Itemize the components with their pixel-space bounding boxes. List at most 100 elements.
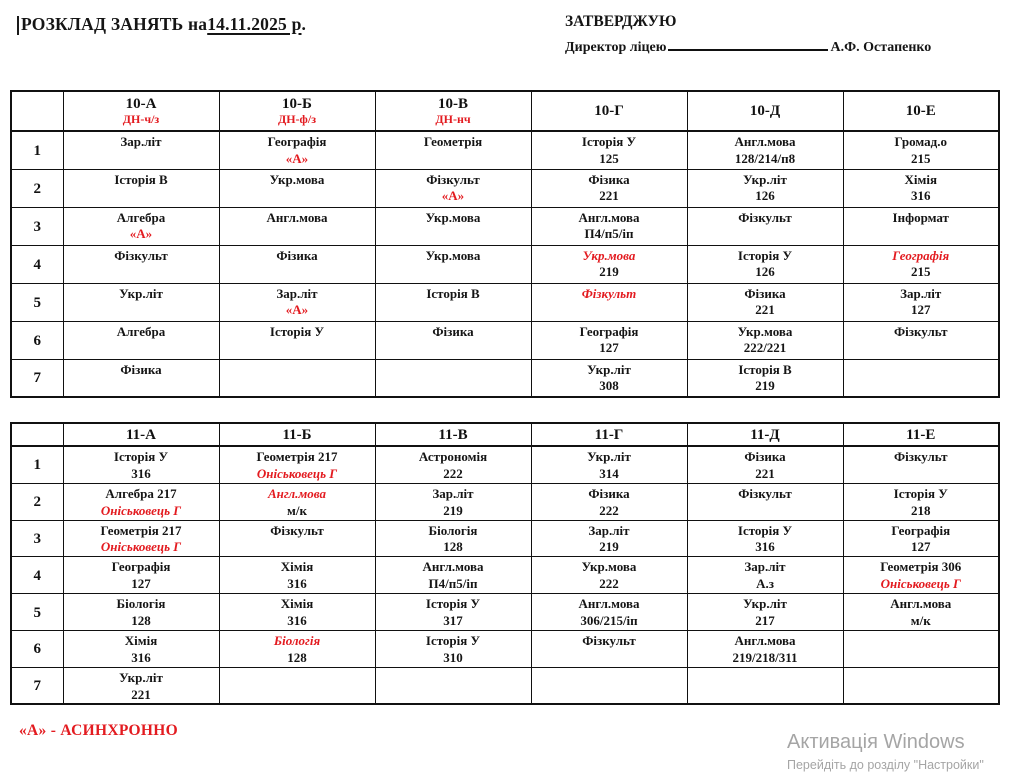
lesson-text: 128 — [131, 613, 151, 629]
lesson-cell: Фізика 221 — [686, 445, 844, 484]
lesson-cell: Історія У 310 — [374, 629, 532, 668]
schedule-table-grade-10: 10-А ДН-ч/з 10-Б ДН-ф/з 10-В ДН-нч 10-Г 10-Д 10-… — [10, 90, 1000, 398]
lesson-text: 215 — [911, 150, 931, 166]
lesson-cell: Зар.літ — [62, 130, 220, 170]
lesson-text: 306/215/іп — [580, 613, 638, 629]
lesson-text-highlighted: «А» — [441, 188, 465, 204]
lesson-cell: Фізкульт — [218, 519, 376, 558]
lesson-cell: Укр.літ 314 — [530, 445, 688, 484]
lesson-cell: Інформат — [842, 206, 1000, 246]
lesson-text: Укр.літ — [119, 285, 163, 301]
lesson-cell: Англ.мова П4/п5/іп — [374, 556, 532, 595]
lesson-text-highlighted: «А» — [285, 150, 309, 166]
lesson-cell: Англ.мова П4/п5/іп — [530, 206, 688, 246]
corner-cell — [10, 422, 64, 447]
lesson-cell: Укр.мова 222/221 — [686, 320, 844, 360]
lesson-cell: Фізкульт — [842, 320, 1000, 360]
lesson-cell — [218, 666, 376, 705]
grade-10-period-row-2: 2 Історія В Укр.мова Фізкульт «А» Фізика 221 Ук… — [10, 168, 1000, 208]
lesson-text: 128 — [287, 649, 307, 665]
lesson-text: Фізика — [744, 449, 786, 464]
lesson-text: Алгебра — [116, 209, 166, 225]
lesson-text: Зар.літ — [276, 285, 318, 301]
lesson-text: 222/221 — [743, 340, 787, 356]
lesson-cell: Біологія 128 — [374, 519, 532, 558]
period-number: 5 — [10, 282, 64, 322]
lesson-text: Зар.літ — [900, 285, 942, 301]
lesson-text: Астрономія — [418, 449, 488, 464]
lesson-text: Укр.літ — [743, 596, 787, 612]
lesson-cell: Укр.мова — [374, 206, 532, 246]
lesson-text: Зар.літ — [588, 522, 630, 538]
lesson-cell: Фізкульт — [842, 445, 1000, 484]
lesson-text: Фізкульт — [582, 632, 636, 648]
class-column-header-6: 11-Е — [842, 422, 1000, 447]
lesson-cell: Географія 215 — [842, 244, 1000, 284]
lesson-text: Укр.літ — [587, 361, 631, 377]
lesson-text: Геометрія — [423, 134, 483, 149]
lesson-text: 316 — [911, 188, 931, 204]
lesson-text-highlighted: Оніськовець Г — [100, 539, 182, 555]
lesson-cell: Алгебра «А» — [62, 206, 220, 246]
lesson-text: Англ.мова — [578, 209, 640, 225]
lesson-text: Фізика — [588, 485, 630, 501]
lesson-text: м/к — [287, 502, 307, 518]
lesson-text: 128/214/п8 — [734, 150, 796, 166]
lesson-text: Фізкульт — [738, 209, 792, 225]
lesson-text: Фізика — [276, 247, 318, 263]
lesson-text: Хімія — [904, 171, 938, 187]
lesson-text: Геометрія 217 — [100, 522, 182, 538]
grade-10-period-row-6: 6 Алгебра Історія У Фізика Географія 127 Укр.м… — [10, 320, 1000, 360]
lesson-cell: Фізика 222 — [530, 482, 688, 521]
lesson-cell: Історія В — [62, 168, 220, 208]
class-name-label: 11-В — [438, 426, 468, 443]
class-column-header-6: 10-Е — [842, 90, 1000, 132]
lesson-text: Фізкульт — [893, 323, 948, 339]
lesson-cell: Зар.літ 219 — [530, 519, 688, 558]
grade-10-header-row: 10-А ДН-ч/з 10-Б ДН-ф/з 10-В ДН-нч 10-Г 10-Д 10-… — [10, 90, 1000, 132]
lesson-cell: Фізика — [374, 320, 532, 360]
period-number: 7 — [10, 358, 64, 398]
class-name-label: 10-В — [438, 96, 468, 113]
lesson-text: 308 — [599, 378, 619, 394]
grade-11-period-row-4: 4 Географія 127 Хімія 316 Англ.мова П4/п5/іп Ук… — [10, 556, 1000, 595]
lesson-text: П4/п5/іп — [428, 576, 478, 592]
lesson-cell: Англ.мова 306/215/іп — [530, 593, 688, 631]
approval-role: Директор ліцею — [565, 40, 667, 55]
period-number: 3 — [10, 206, 64, 246]
class-column-header-2: 10-Б ДН-ф/з — [218, 90, 376, 132]
lesson-cell: Геометрія — [374, 130, 532, 170]
class-column-header-5: 11-Д — [686, 422, 844, 447]
lesson-cell: Зар.літ 219 — [374, 482, 532, 521]
lesson-text-highlighted: Оніськовець Г — [100, 502, 182, 518]
lesson-text-highlighted: Географія — [892, 247, 950, 263]
class-column-header-1: 10-А ДН-ч/з — [62, 90, 220, 132]
lesson-cell: Історія У — [218, 320, 376, 360]
class-column-header-2: 11-Б — [218, 422, 376, 447]
lesson-text: Зар.літ — [120, 134, 162, 149]
lesson-cell: Історія У 316 — [686, 519, 844, 558]
lesson-cell: Фізкульт — [686, 482, 844, 521]
lesson-cell: Географія 127 — [62, 556, 220, 595]
lesson-text: 317 — [443, 613, 463, 629]
lesson-text: 219/218/311 — [732, 649, 798, 665]
watermark-title: Активація Windows — [787, 731, 965, 753]
class-name-label: 10-Е — [905, 103, 936, 119]
page-title: РОЗКЛАД ЗАНЯТЬ на14.11.2025 р. — [21, 14, 306, 35]
lesson-cell: Географія «А» — [218, 130, 376, 170]
lesson-cell: Англ.мова 219/218/311 — [686, 629, 844, 668]
lesson-cell: Фізкульт — [530, 629, 688, 668]
lesson-text: Біологія — [116, 596, 166, 612]
lesson-text: Інформат — [892, 209, 949, 225]
class-name-label: 11-Г — [594, 426, 624, 443]
page-title-period: . — [301, 14, 307, 34]
lesson-text: Історія У — [269, 323, 325, 339]
lesson-cell: Історія В — [374, 282, 532, 322]
lesson-cell: Географія 127 — [842, 519, 1000, 558]
lesson-text: Укр.літ — [119, 669, 163, 685]
lesson-text: 219 — [599, 264, 619, 280]
grade-10-period-row-7: 7 Фізика Укр.літ 308 Історія В 219 — [10, 358, 1000, 398]
grade-11-header: 11-А 11-Б 11-В 11-Г 11-Д 11-Е — [10, 422, 1000, 447]
